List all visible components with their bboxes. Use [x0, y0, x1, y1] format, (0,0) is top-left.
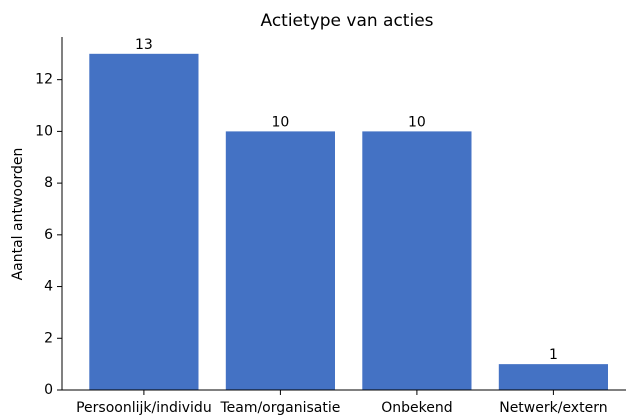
y-tick-label: 12	[35, 72, 53, 88]
y-tick-label: 6	[44, 227, 53, 243]
value-label: 13	[135, 37, 153, 53]
y-tick-label: 0	[44, 382, 53, 398]
bar	[362, 131, 472, 390]
value-label: 1	[549, 347, 558, 363]
y-tick-label: 10	[35, 123, 53, 139]
bar	[225, 131, 335, 390]
chart-title: Actietype van acties	[260, 11, 433, 31]
y-tick-label: 8	[44, 175, 53, 191]
x-tick-label: Onbekend	[381, 400, 452, 416]
bar	[89, 53, 199, 391]
y-tick-label: 4	[44, 279, 53, 295]
y-axis-label: Aantal antwoorden	[10, 148, 26, 281]
y-tick-label: 2	[44, 330, 53, 346]
value-label: 10	[408, 114, 426, 130]
x-tick-label: Team/organisatie	[219, 400, 340, 416]
x-tick-label: Persoonlijk/individu	[76, 400, 212, 416]
x-tick-label: Netwerk/extern	[499, 400, 607, 416]
bar	[498, 364, 608, 390]
value-label: 10	[271, 114, 289, 130]
